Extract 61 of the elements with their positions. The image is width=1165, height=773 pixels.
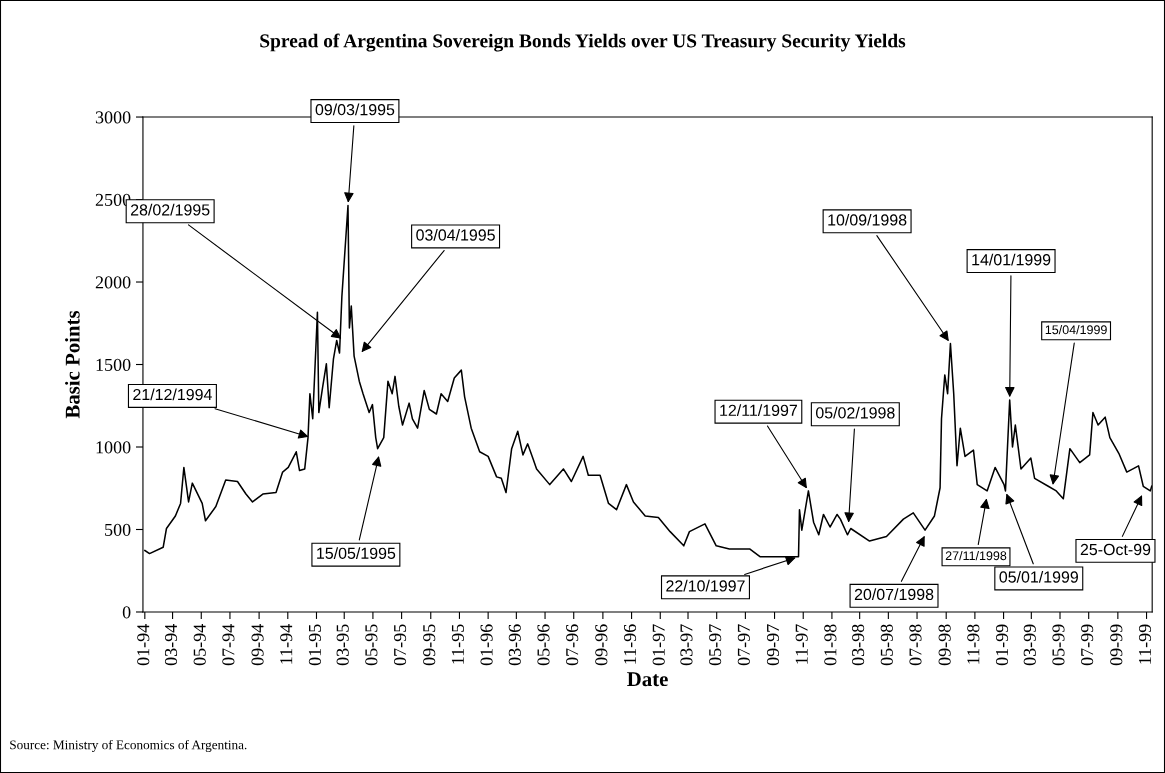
x-tick-label: 11-99 (1138, 624, 1152, 664)
y-tick-label: 0 (122, 606, 131, 619)
x-tick-label: 07-94 (222, 624, 235, 666)
annotation: 15/05/1995 (317, 547, 396, 559)
x-tick-label: 11-95 (451, 624, 464, 664)
source-note: Source: Ministry of Economics of Argentina. (10, 739, 247, 753)
x-tick-label: 03-97 (680, 624, 693, 666)
x-tick-label: 05-95 (365, 624, 378, 666)
annotation: 14/01/1999 (972, 253, 1051, 266)
x-tick-label: 07-98 (909, 624, 922, 666)
x-tick-label: 09-94 (251, 624, 264, 666)
x-tick-label: 05-96 (537, 624, 550, 666)
x-tick-label: 01-94 (137, 624, 150, 666)
x-tick-label: 09-96 (595, 624, 608, 666)
x-axis-title: Date (627, 672, 668, 687)
annotation: 09/03/1995 (315, 103, 395, 116)
x-tick-label: 05-97 (709, 624, 722, 666)
annotation: 15/04/1999 (1045, 324, 1107, 335)
x-tick-label: 07-95 (393, 624, 407, 666)
chart-title: Spread of Argentina Sovereign Bonds Yields over US Treasury Security Yields (260, 33, 906, 52)
x-tick-label: 03-96 (508, 624, 521, 666)
x-tick-label: 11-94 (280, 624, 293, 664)
annotation: 05/01/1999 (999, 570, 1078, 583)
x-tick-label: 07-96 (566, 624, 579, 666)
x-tick-label: 01-96 (480, 624, 493, 666)
x-tick-label: 03-99 (1023, 624, 1036, 666)
annotation: 20/07/1998 (854, 588, 934, 601)
y-axis-title: Basic Points (65, 310, 80, 419)
x-tick-label: 07-97 (737, 624, 750, 666)
x-tick-label: 03-94 (164, 624, 178, 666)
y-tick-label: 1500 (96, 358, 131, 371)
x-tick-label: 03-98 (852, 624, 865, 666)
x-tick-label: 05-94 (193, 624, 206, 666)
x-tick-label: 01-99 (995, 624, 1009, 666)
annotation: 25-Oct-99 (1080, 543, 1151, 556)
x-tick-label: 07-99 (1081, 624, 1094, 666)
x-tick-label: 05-99 (1052, 624, 1065, 666)
x-tick-label: 05-98 (880, 624, 893, 666)
annotation: 03/04/1995 (416, 228, 495, 241)
x-tick-label: 11-97 (795, 624, 808, 664)
annotation: 21/12/1994 (133, 388, 212, 401)
annotation: 10/09/1998 (828, 213, 907, 226)
x-tick-label: 09-99 (1110, 624, 1123, 666)
x-tick-label: 01-95 (308, 624, 321, 666)
y-tick-label: 500 (105, 523, 131, 536)
x-tick-label: 11-96 (623, 624, 637, 664)
x-tick-label: 09-97 (766, 624, 780, 666)
x-tick-label: 01-97 (652, 624, 665, 666)
annotation: 12/11/1997 (720, 404, 797, 417)
x-tick-label: 01-98 (824, 624, 837, 666)
x-tick-label: 09-98 (938, 624, 951, 666)
annotation: 27/11/1998 (945, 550, 1007, 561)
y-tick-label: 2000 (95, 276, 131, 289)
y-tick-label: 3000 (95, 111, 131, 124)
x-tick-label: 11-98 (967, 624, 980, 664)
annotation: 05/02/1998 (815, 406, 895, 419)
y-tick-label: 1000 (96, 441, 131, 454)
x-tick-label: 03-95 (336, 624, 349, 666)
annotation: 28/02/1995 (130, 203, 210, 216)
x-tick-label: 09-95 (423, 624, 436, 666)
annotation: 22/10/1997 (666, 579, 745, 592)
